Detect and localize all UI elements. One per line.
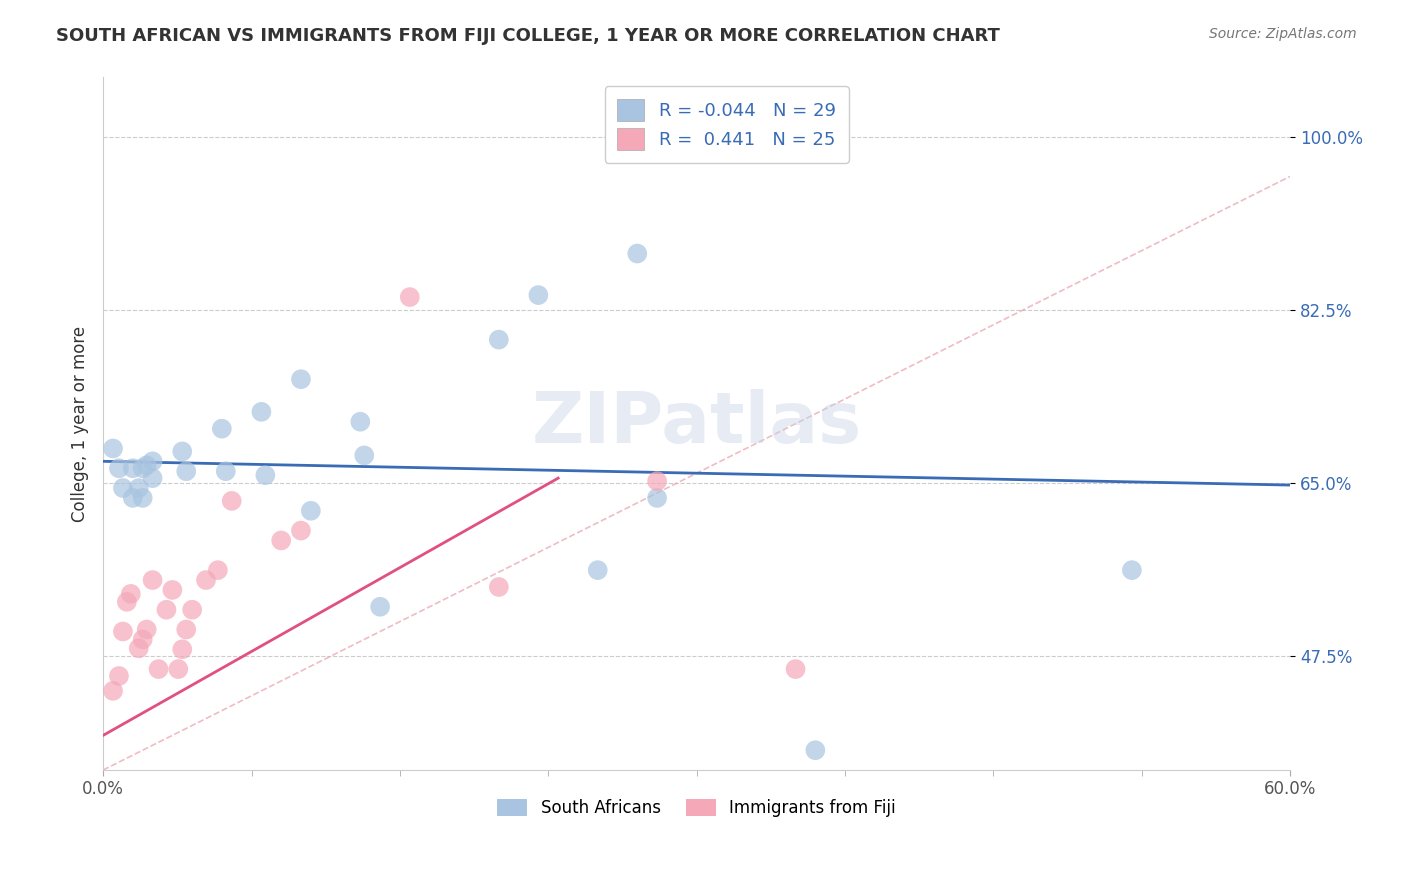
Point [527,288,550,302]
Point [167,662,190,676]
Point [142,573,165,587]
Point [488,580,510,594]
Point [111,624,134,639]
Point [250,405,273,419]
Point [135,623,157,637]
Point [207,563,229,577]
Point [254,468,277,483]
Point [172,444,194,458]
Point [142,471,165,485]
Point [131,491,153,505]
Point [172,642,194,657]
Point [115,595,138,609]
Point [120,587,142,601]
Point [215,464,238,478]
Point [626,246,648,260]
Point [804,743,827,757]
Point [174,623,197,637]
Point [131,632,153,647]
Text: SOUTH AFRICAN VS IMMIGRANTS FROM FIJI COLLEGE, 1 YEAR OR MORE CORRELATION CHART: SOUTH AFRICAN VS IMMIGRANTS FROM FIJI CO… [56,27,1000,45]
Point [1121,563,1143,577]
Point [488,333,510,347]
Point [155,603,177,617]
Point [111,481,134,495]
Point [353,449,375,463]
Point [586,563,609,577]
Point [195,573,218,587]
Point [645,491,668,505]
Point [270,533,292,548]
Point [181,603,204,617]
Point [128,481,150,495]
Point [142,454,165,468]
Point [101,442,124,456]
Point [645,474,668,488]
Point [349,415,371,429]
Point [108,461,131,475]
Point [785,662,807,676]
Point [398,290,420,304]
Point [368,599,391,614]
Point [128,641,150,656]
Point [121,461,143,475]
Text: Source: ZipAtlas.com: Source: ZipAtlas.com [1209,27,1357,41]
Point [131,461,153,475]
Point [108,669,131,683]
Point [299,504,322,518]
Point [290,524,312,538]
Point [121,491,143,505]
Point [135,458,157,473]
Text: ZIPatlas: ZIPatlas [531,389,862,458]
Point [174,464,197,478]
Point [221,494,243,508]
Point [162,582,184,597]
Legend: South Africans, Immigrants from Fiji: South Africans, Immigrants from Fiji [491,792,903,824]
Y-axis label: College, 1 year or more: College, 1 year or more [72,326,89,522]
Point [148,662,170,676]
Point [101,683,124,698]
Point [211,422,233,436]
Point [290,372,312,386]
